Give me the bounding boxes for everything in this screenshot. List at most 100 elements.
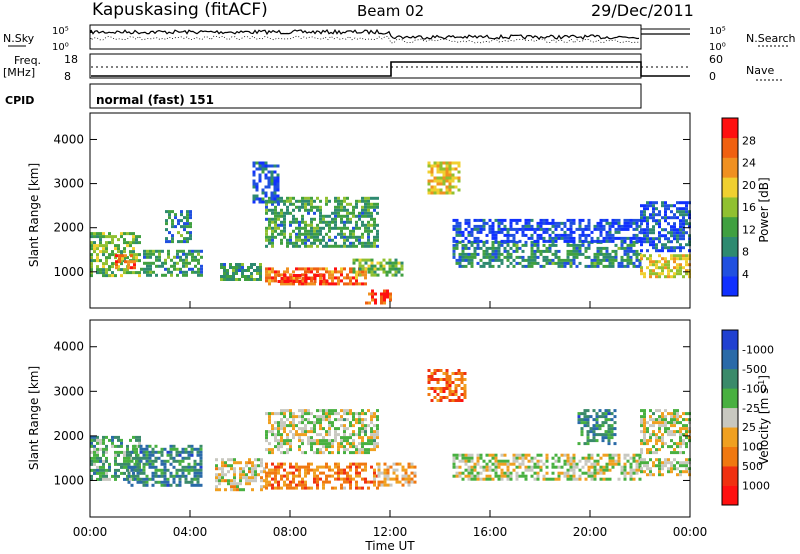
echo-cell	[448, 375, 452, 378]
echo-cell	[331, 282, 334, 286]
echo-cell	[527, 218, 531, 222]
echo-cell	[464, 459, 468, 463]
echo-cell	[319, 276, 322, 280]
echo-cell	[445, 179, 449, 183]
echo-cell	[133, 444, 137, 448]
echo-cell	[467, 474, 471, 478]
echo-cell	[352, 439, 355, 443]
echo-cell	[596, 453, 600, 457]
echo-cell	[586, 436, 590, 440]
echo-cell	[593, 474, 597, 478]
echo-cell	[467, 468, 471, 472]
echo-cell	[175, 474, 179, 478]
echo-cell	[643, 458, 646, 462]
echo-cell	[658, 467, 661, 471]
echo-cell	[331, 276, 334, 280]
echo-cell	[178, 480, 182, 484]
echo-cell	[620, 246, 624, 250]
echo-cell	[470, 258, 474, 262]
echo-cell	[322, 465, 325, 469]
echo-cell	[623, 474, 627, 478]
freq-left-label-1: Freq.	[14, 54, 41, 67]
echo-cell	[461, 239, 465, 243]
echo-cell	[191, 270, 194, 274]
echo-cell	[590, 264, 594, 268]
echo-cell	[491, 227, 495, 231]
echo-cell	[328, 418, 331, 422]
echo-cell	[307, 202, 310, 206]
echo-cell	[361, 468, 364, 472]
echo-cell	[467, 233, 471, 237]
echo-cell	[355, 483, 358, 487]
echo-cell	[188, 252, 191, 256]
echo-cell	[533, 465, 537, 469]
echo-cell	[640, 216, 643, 220]
echo-cell	[325, 282, 328, 286]
echo-cell	[99, 259, 102, 263]
echo-cell	[283, 483, 286, 487]
echo-cell	[328, 430, 331, 434]
echo-cell	[177, 219, 180, 223]
echo-cell	[451, 179, 455, 183]
echo-cell	[676, 412, 679, 416]
echo-cell	[340, 205, 343, 209]
echo-cell	[352, 211, 355, 215]
echo-cell	[283, 270, 286, 274]
echo-cell	[460, 378, 464, 381]
echo-cell	[111, 438, 114, 442]
echo-cell	[189, 231, 192, 235]
echo-cell	[640, 213, 643, 217]
echo-cell	[655, 263, 658, 267]
echo-cell	[328, 282, 331, 286]
echo-cell	[286, 436, 289, 440]
echo-cell	[448, 185, 452, 189]
echo-cell	[148, 465, 152, 469]
echo-cell	[470, 459, 474, 463]
echo-cell	[340, 220, 343, 224]
echo-cell	[386, 465, 390, 469]
echo-cell	[108, 232, 111, 236]
velocity-colorbar-swatch	[722, 368, 738, 389]
echo-cell	[463, 387, 467, 390]
echo-cell	[584, 471, 588, 475]
echo-cell	[452, 255, 456, 259]
echo-cell	[197, 249, 200, 253]
echo-cell	[229, 263, 232, 266]
echo-cell	[358, 436, 361, 440]
echo-cell	[685, 445, 688, 449]
echo-cell	[386, 474, 390, 478]
echo-cell	[602, 224, 606, 228]
echo-cell	[96, 247, 99, 251]
echo-cell	[494, 474, 498, 478]
echo-cell	[497, 243, 501, 247]
echo-cell	[130, 254, 133, 258]
echo-cell	[539, 224, 543, 228]
echo-cell	[328, 451, 331, 455]
echo-cell	[105, 471, 108, 475]
echo-cell	[277, 442, 280, 446]
echo-cell	[251, 488, 254, 492]
echo-cell	[316, 474, 319, 478]
echo-cell	[623, 264, 627, 268]
echo-cell	[467, 218, 471, 222]
echo-cell	[253, 263, 256, 266]
echo-cell	[673, 246, 676, 250]
echo-cell	[542, 236, 546, 240]
echo-cell	[188, 249, 191, 253]
echo-cell	[569, 456, 573, 460]
echo-cell	[497, 227, 501, 231]
echo-cell	[142, 450, 146, 454]
echo-cell	[667, 427, 670, 431]
echo-cell	[172, 465, 176, 469]
echo-cell	[174, 216, 177, 220]
echo-cell	[593, 252, 597, 256]
echo-cell	[539, 218, 543, 222]
velocity-colorbar-swatch	[722, 388, 738, 409]
power-colorbar-swatch	[722, 236, 738, 257]
echo-cell	[99, 459, 102, 463]
echo-cell	[491, 230, 495, 234]
echo-cell	[105, 450, 108, 454]
echo-cell	[232, 275, 235, 278]
echo-cell	[295, 430, 298, 434]
echo-cell	[111, 262, 114, 266]
